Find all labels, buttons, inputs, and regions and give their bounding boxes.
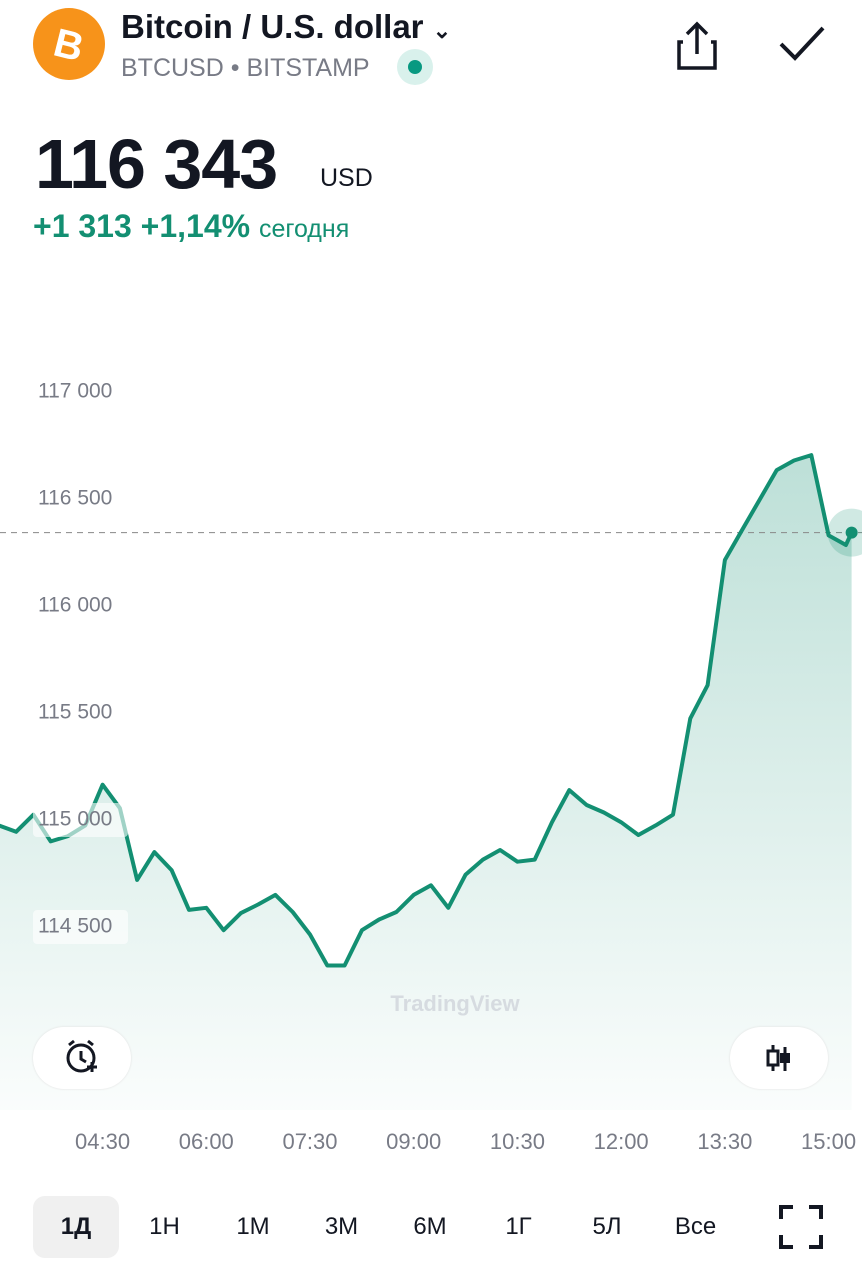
range-button[interactable]: 3М [324,1213,359,1240]
currency: USD [320,164,373,192]
y-tick-bg [33,374,128,409]
y-tick-bg [33,910,128,945]
y-tick-bg [33,803,128,838]
range-button[interactable]: 1Г [505,1213,532,1240]
y-tick-bg [33,481,128,516]
x-tick-label: 12:00 [594,1129,649,1154]
alarm-icon [66,1039,97,1073]
x-tick-label: 09:00 [386,1129,441,1154]
area [0,455,852,1110]
x-tick-label: 04:30 [75,1129,130,1154]
share-button[interactable] [674,20,720,72]
symbol-info: BTCUSD • BITSTAMP [121,54,370,82]
y-tick-label: 115 500 [38,701,112,724]
y-tick-label: 117 000 [38,380,112,403]
x-tick-label: 15:00 [801,1129,856,1154]
title[interactable]: Bitcoin / U.S. dollar [121,8,424,45]
change-abs: +1 313 [33,208,132,244]
y-tick-label: 116 500 [38,487,112,510]
x-tick-label: 07:30 [282,1129,337,1154]
range-button[interactable]: 1Д [33,1196,119,1258]
symbol: BTCUSD [121,54,224,82]
y-tick-bg [33,589,128,623]
range-button[interactable]: Все [674,1213,717,1240]
change-pct: +1,14% [140,208,251,244]
last-point-halo [827,508,862,557]
range-button[interactable]: 6М [413,1213,447,1240]
y-tick-label: 115 000 [38,808,112,831]
candle-icon [766,1045,790,1071]
bitcoin-logo: B [33,8,105,80]
range-button[interactable]: 1Н [149,1213,180,1240]
x-tick-label: 10:30 [490,1129,545,1154]
market-open-indicator [397,49,433,85]
range-button[interactable]: 5Л [592,1213,622,1240]
change: +1 313 +1,14% сегодня [33,208,349,245]
line [0,453,854,968]
fullscreen-button[interactable] [778,1204,824,1250]
y-tick-label: 114 500 [38,915,112,938]
done-button[interactable] [778,24,826,64]
x-tick-label: 06:00 [179,1129,234,1154]
change-period: сегодня [258,215,350,243]
watermark: TradingView [390,991,520,1016]
chart-type-button[interactable] [730,1027,828,1089]
last-point [845,526,858,539]
range-button[interactable]: 1М [236,1213,270,1240]
x-tick-label: 13:30 [697,1129,752,1154]
alert-button[interactable] [33,1027,131,1089]
y-tick-label: 116 000 [38,594,112,617]
price: 116 343 [35,125,278,203]
y-tick-bg [33,696,128,731]
symbol-title[interactable]: Bitcoin / U.S. dollar ⌄ [121,8,451,46]
dropdown-arrow[interactable]: ⌄ [432,18,452,43]
exchange: BITSTAMP [246,54,370,82]
